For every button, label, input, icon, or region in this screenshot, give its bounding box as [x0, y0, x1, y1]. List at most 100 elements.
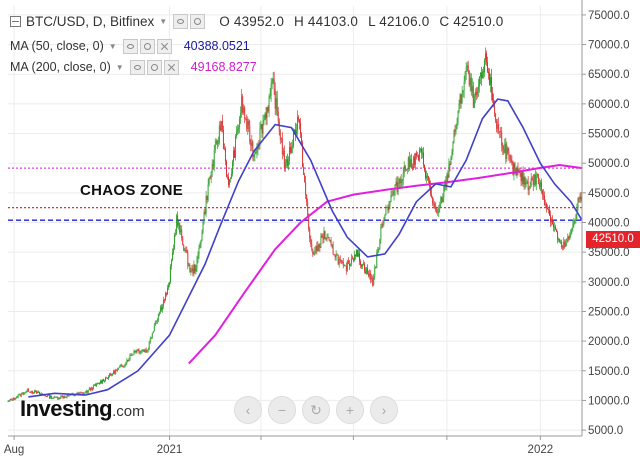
candle	[267, 105, 269, 114]
candle	[393, 190, 395, 201]
candle	[504, 138, 506, 154]
gear-icon[interactable]	[190, 13, 206, 29]
candle	[211, 159, 213, 178]
y-tick-label: 75000.0	[588, 10, 630, 22]
candle	[103, 378, 104, 382]
candle	[544, 199, 546, 209]
candle	[297, 110, 298, 136]
candle	[407, 156, 409, 173]
candle	[112, 372, 114, 377]
candle	[265, 106, 267, 125]
candle	[251, 134, 253, 152]
candle	[372, 275, 374, 287]
candle	[13, 397, 15, 401]
candle	[526, 179, 528, 185]
candle	[413, 153, 415, 169]
candle	[30, 390, 32, 394]
candle	[215, 138, 217, 146]
candle	[88, 386, 90, 391]
candle	[441, 196, 443, 204]
candle	[478, 76, 480, 93]
candle	[212, 159, 214, 170]
candle	[191, 264, 193, 273]
chevron-down-icon[interactable]: ▼	[159, 16, 168, 26]
candle	[49, 394, 51, 400]
candle	[325, 237, 327, 241]
chevron-down-icon[interactable]: ▼	[115, 62, 124, 72]
chevron-right-icon[interactable]: ›	[370, 396, 398, 424]
candle	[462, 89, 464, 98]
candle	[432, 196, 434, 207]
eye-icon[interactable]	[129, 59, 145, 75]
candle	[243, 104, 245, 116]
candle	[146, 349, 148, 354]
candle	[305, 176, 307, 200]
candle	[502, 142, 504, 155]
candle	[365, 267, 367, 274]
close-icon[interactable]	[156, 38, 172, 54]
candle	[315, 245, 317, 254]
minus-icon[interactable]: −	[268, 396, 296, 424]
candle	[50, 395, 52, 399]
candle	[63, 395, 65, 399]
candle	[61, 395, 63, 398]
candle	[132, 354, 134, 356]
gear-icon[interactable]	[139, 38, 155, 54]
candle	[134, 349, 136, 354]
candle	[142, 349, 144, 352]
candle	[490, 73, 492, 93]
candle	[79, 391, 81, 394]
collapse-icon[interactable]	[10, 15, 21, 27]
current-price-tag: 42510.0	[586, 231, 640, 248]
candle	[520, 170, 522, 187]
candle	[173, 244, 175, 255]
y-tick-label: 35000.0	[588, 247, 630, 259]
candle	[426, 170, 428, 184]
candle	[313, 251, 315, 256]
candle	[345, 262, 347, 275]
candle	[209, 175, 211, 180]
candle	[340, 259, 342, 265]
candle	[183, 244, 185, 252]
candle	[339, 255, 341, 264]
candle	[464, 70, 466, 85]
candle	[539, 180, 541, 192]
candle	[206, 195, 208, 204]
candle	[282, 147, 284, 157]
candle	[469, 72, 471, 92]
candle	[202, 219, 204, 235]
candle	[523, 172, 525, 190]
candle	[224, 146, 226, 166]
plus-icon[interactable]: +	[336, 396, 364, 424]
candle	[149, 336, 151, 344]
candle	[197, 251, 199, 264]
candle	[458, 99, 460, 114]
candle	[411, 163, 413, 171]
y-tick-label: 25000.0	[588, 306, 630, 318]
y-tick-label: 60000.0	[588, 99, 630, 111]
y-tick-label: 65000.0	[588, 69, 630, 81]
candle	[57, 396, 59, 400]
candle	[333, 253, 335, 256]
candle	[536, 173, 538, 178]
candle	[62, 395, 64, 399]
candle	[196, 255, 198, 273]
eye-icon[interactable]	[122, 38, 138, 54]
candle	[213, 144, 215, 172]
reset-icon[interactable]: ↻	[302, 396, 330, 424]
close-icon[interactable]	[163, 59, 179, 75]
logo-name: Investing	[20, 396, 113, 421]
candle	[129, 353, 131, 362]
gear-icon[interactable]	[146, 59, 162, 75]
candle	[195, 264, 197, 275]
candle	[580, 191, 582, 203]
candle	[330, 236, 332, 247]
eye-icon[interactable]	[173, 13, 189, 29]
candle	[64, 395, 66, 399]
candle	[286, 153, 288, 169]
chevron-left-icon[interactable]: ‹	[234, 396, 262, 424]
chevron-down-icon[interactable]: ▼	[108, 41, 117, 51]
candle	[249, 119, 251, 145]
